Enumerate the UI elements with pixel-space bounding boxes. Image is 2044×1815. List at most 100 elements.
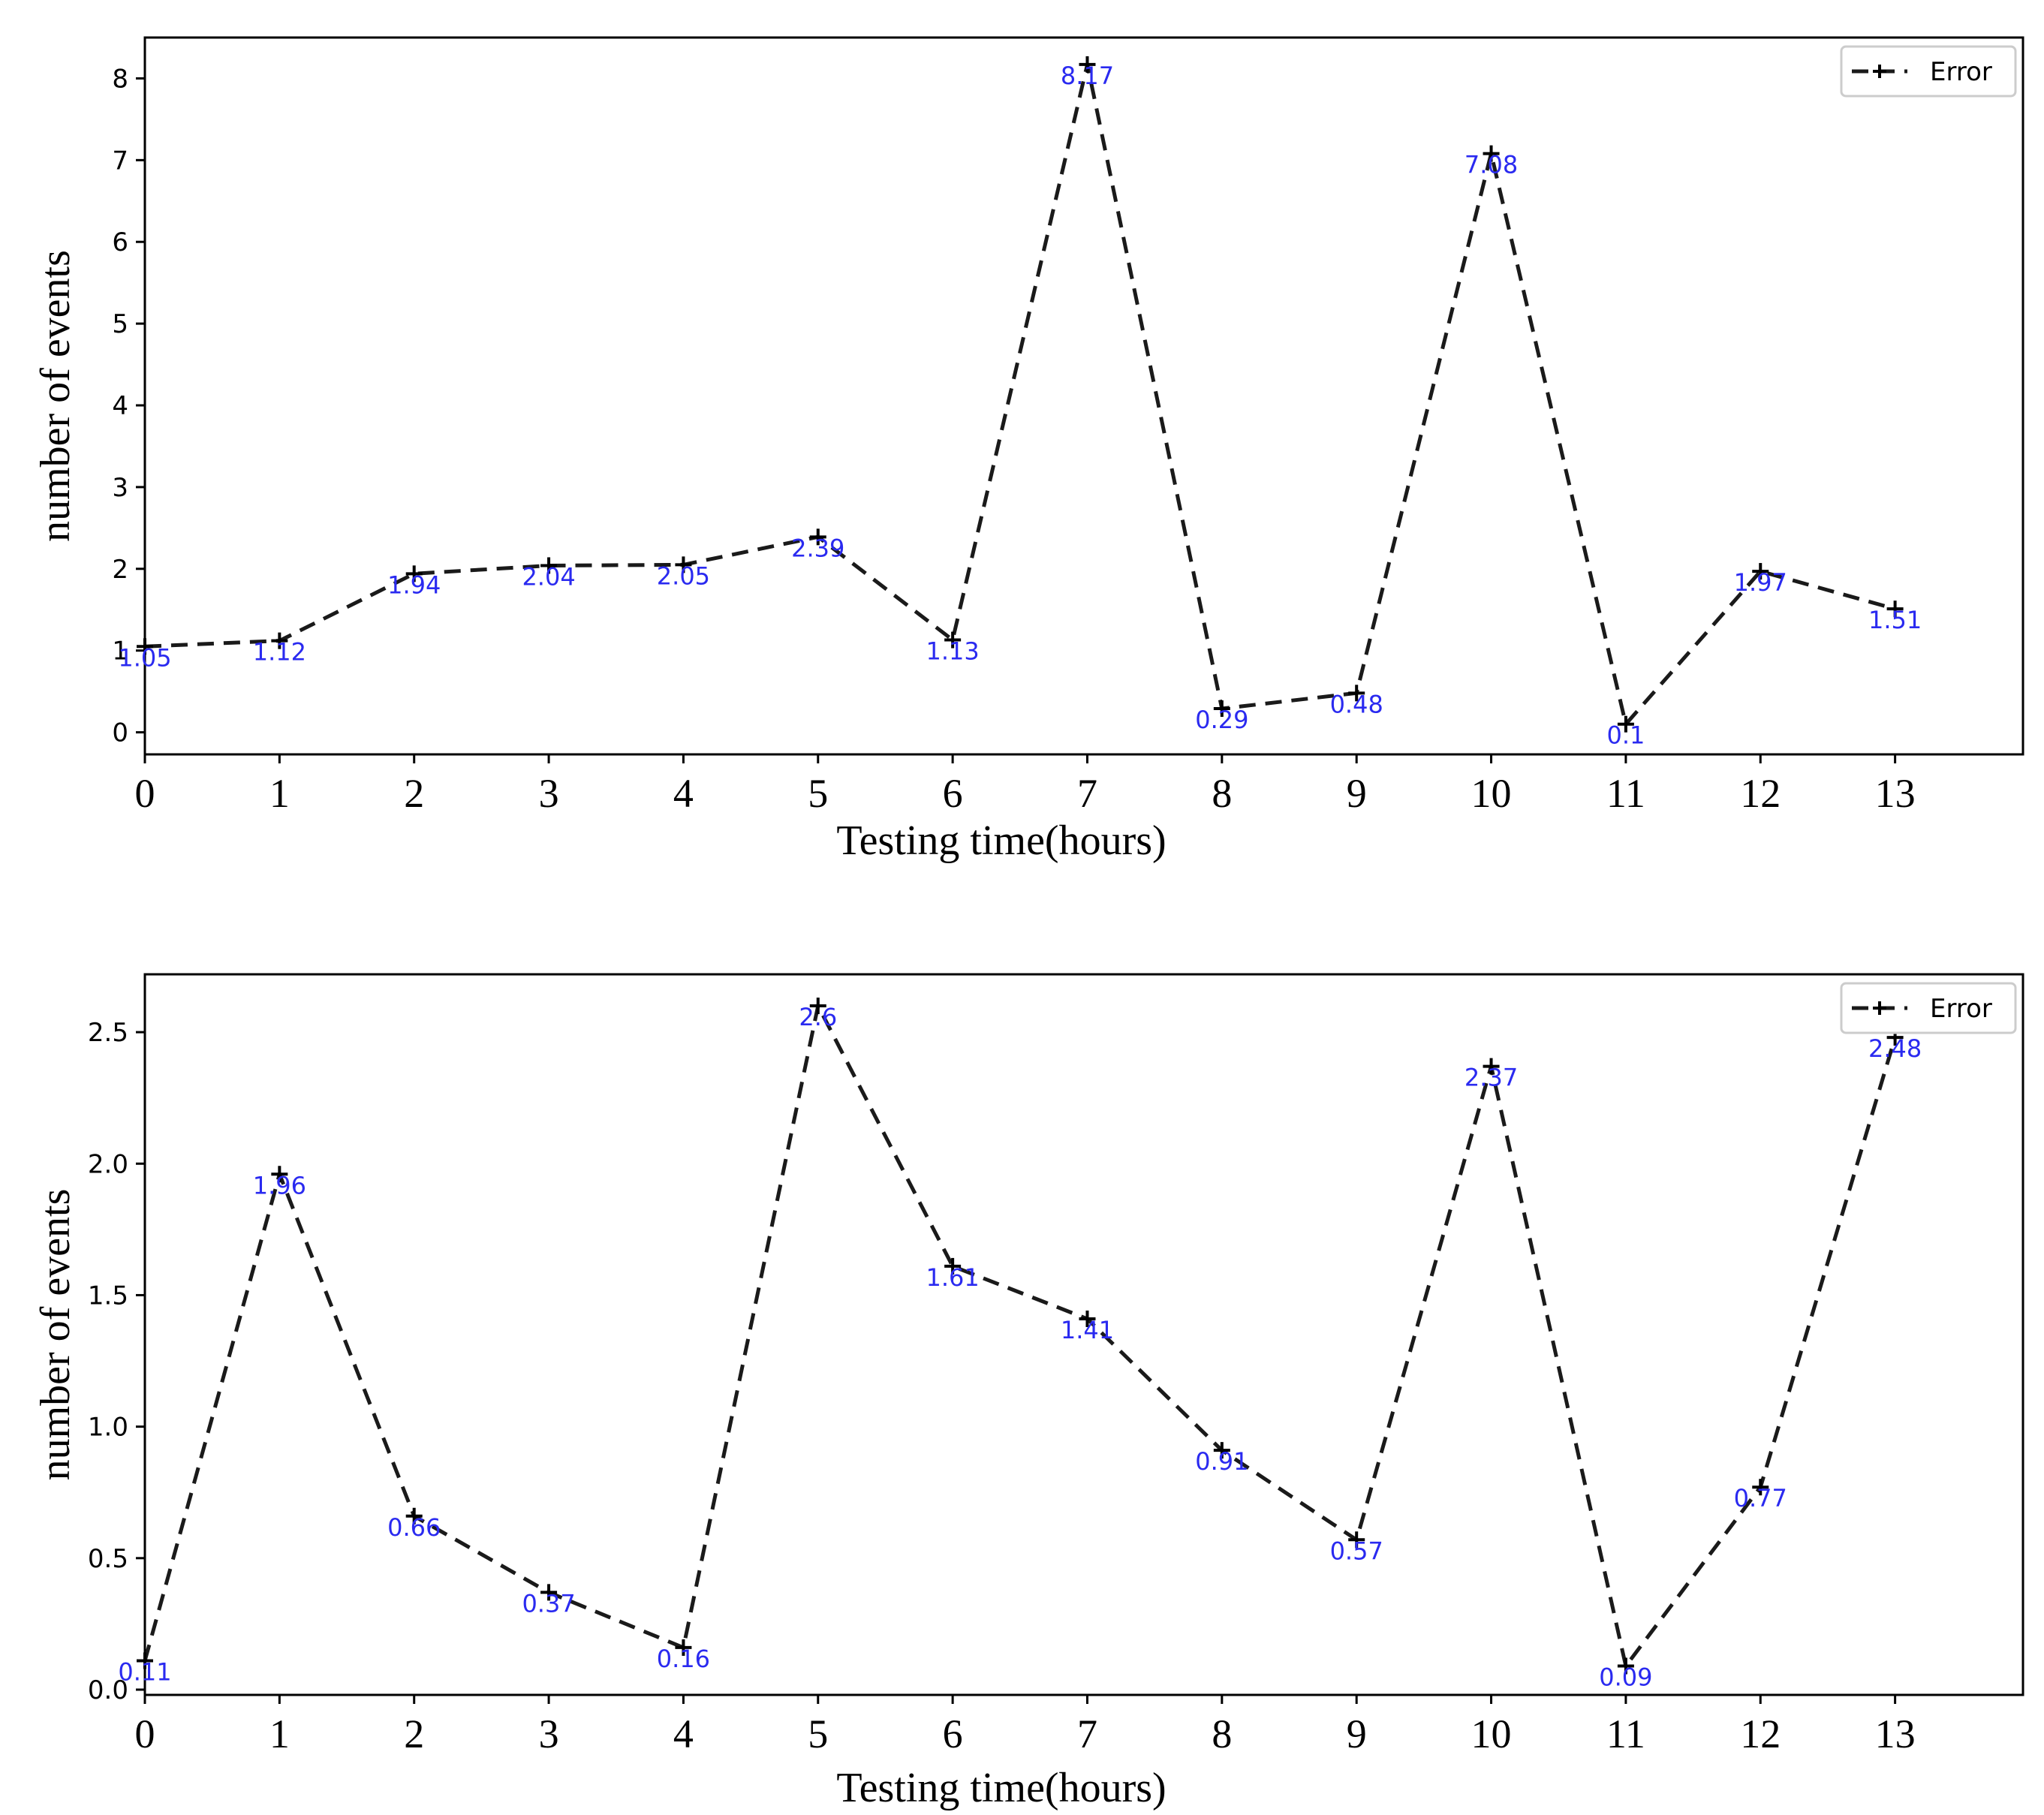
- x-tick-label: 4: [673, 771, 694, 816]
- data-point-marker: [1752, 1479, 1769, 1496]
- chart-bottom: 0 1 2 3 4 5 6 7 8 9 10 11 12 130.00.51.01.52.02.5Test…: [32, 973, 2024, 1811]
- y-tick-label: 4: [112, 391, 128, 421]
- legend-box: [1840, 982, 2017, 1034]
- data-point-marker: [405, 565, 423, 582]
- x-axis-label: Testing time(hours): [836, 817, 1166, 864]
- data-label: 1.05: [118, 643, 171, 672]
- x-tick-label: 13: [1875, 771, 1916, 816]
- y-tick-label: 0.5: [88, 1544, 128, 1574]
- data-label: 2.6: [799, 1003, 837, 1031]
- data-point-marker: [1752, 563, 1769, 580]
- data-point-marker: [1483, 145, 1500, 162]
- data-point-marker: [405, 1507, 423, 1525]
- x-tick-label: 9: [1347, 1711, 1367, 1756]
- y-tick-label: 2.5: [88, 1018, 128, 1048]
- data-label: 0.16: [657, 1645, 710, 1673]
- data-label: 0.11: [118, 1657, 171, 1686]
- data-label: 0.66: [387, 1513, 441, 1542]
- data-label: 1.97: [1734, 568, 1787, 597]
- y-tick-label: 1: [112, 637, 128, 667]
- data-point-marker: [809, 528, 826, 546]
- x-tick-label: 10: [1471, 1711, 1512, 1756]
- x-tick-label: 1: [269, 1711, 290, 1756]
- data-point-marker: [1213, 1442, 1230, 1459]
- y-tick-label: 2.0: [88, 1149, 128, 1179]
- data-label: 0.48: [1330, 690, 1383, 718]
- legend-label: Error: [1930, 57, 1992, 87]
- plot-frame: [143, 973, 2024, 1696]
- data-label: 2.05: [657, 561, 710, 590]
- x-tick-label: 10: [1471, 771, 1512, 816]
- x-tick-label: 8: [1212, 1711, 1232, 1756]
- data-label: 1.94: [387, 570, 441, 599]
- x-tick-label: 4: [673, 1711, 694, 1756]
- data-label: 2.48: [1868, 1034, 1922, 1063]
- data-point-marker: [1348, 685, 1365, 702]
- data-point-marker: [137, 638, 153, 655]
- y-axis-label: number of events: [32, 250, 79, 542]
- x-tick-label: 3: [539, 771, 559, 816]
- data-point-marker: [1483, 1058, 1500, 1075]
- x-tick-label: 0: [135, 771, 155, 816]
- x-tick-label: 8: [1212, 771, 1232, 816]
- y-tick-label: 6: [112, 227, 128, 257]
- data-point-marker: [271, 632, 288, 649]
- y-tick-label: 2: [112, 555, 128, 585]
- data-label: 0.1: [1606, 721, 1645, 750]
- data-point-marker: [540, 1584, 558, 1601]
- legend: Error: [1840, 982, 2017, 1034]
- data-label: 1.61: [926, 1263, 980, 1292]
- y-tick-label: 1.5: [88, 1281, 128, 1311]
- legend: Error: [1840, 45, 2017, 98]
- x-tick-label: 0: [135, 1711, 155, 1756]
- data-label: 1.12: [253, 638, 306, 667]
- data-point-marker: [944, 631, 962, 649]
- data-label: 2.37: [1465, 1064, 1518, 1092]
- data-label: 1.51: [1868, 606, 1922, 634]
- x-tick-label: 13: [1875, 1711, 1916, 1756]
- x-tick-label: 11: [1606, 1711, 1645, 1756]
- x-tick-label: 11: [1606, 771, 1645, 816]
- data-point-marker: [1079, 56, 1096, 73]
- x-tick-label: 2: [404, 771, 424, 816]
- x-tick-label: 2: [404, 1711, 424, 1756]
- data-label: 0.77: [1734, 1484, 1787, 1512]
- data-point-marker: [1617, 1657, 1634, 1675]
- y-tick-label: 8: [112, 64, 128, 94]
- x-tick-label: 5: [808, 1711, 828, 1756]
- data-point-marker: [675, 1639, 692, 1656]
- y-tick-label: 3: [112, 473, 128, 503]
- legend-box: [1840, 45, 2017, 98]
- series-line-error: [143, 1000, 1897, 1671]
- y-tick-label: 0.0: [88, 1675, 128, 1705]
- data-point-marker: [271, 1166, 288, 1183]
- data-point-marker: [1079, 1310, 1096, 1327]
- data-label: 2.04: [522, 562, 575, 591]
- x-axis-label: Testing time(hours): [836, 1765, 1166, 1811]
- data-label: 0.91: [1195, 1447, 1248, 1476]
- data-point-marker: [809, 998, 826, 1015]
- data-point-marker: [137, 1652, 153, 1669]
- data-point-marker: [1617, 715, 1634, 733]
- x-tick-label: 9: [1347, 771, 1367, 816]
- y-tick-label: 5: [112, 309, 128, 339]
- data-point-marker: [1886, 600, 1904, 618]
- x-tick-label: 6: [943, 1711, 963, 1756]
- data-point-marker: [944, 1257, 962, 1275]
- x-tick-label: 12: [1740, 1711, 1781, 1756]
- y-tick-label: 7: [112, 146, 128, 176]
- data-label: 1.41: [1061, 1316, 1114, 1344]
- data-label: 2.39: [791, 534, 844, 562]
- data-label: 0.29: [1195, 706, 1248, 734]
- x-tick-label: 1: [269, 771, 290, 816]
- y-tick-label: 0: [112, 718, 128, 748]
- y-axis-label: number of events: [32, 1189, 79, 1481]
- data-label: 7.08: [1465, 151, 1518, 179]
- data-label: 0.37: [522, 1589, 575, 1618]
- x-tick-label: 12: [1740, 771, 1781, 816]
- x-tick-label: 7: [1077, 1711, 1097, 1756]
- data-point-marker: [1213, 700, 1230, 718]
- data-label: 8.17: [1061, 62, 1114, 90]
- x-tick-label: 3: [539, 1711, 559, 1756]
